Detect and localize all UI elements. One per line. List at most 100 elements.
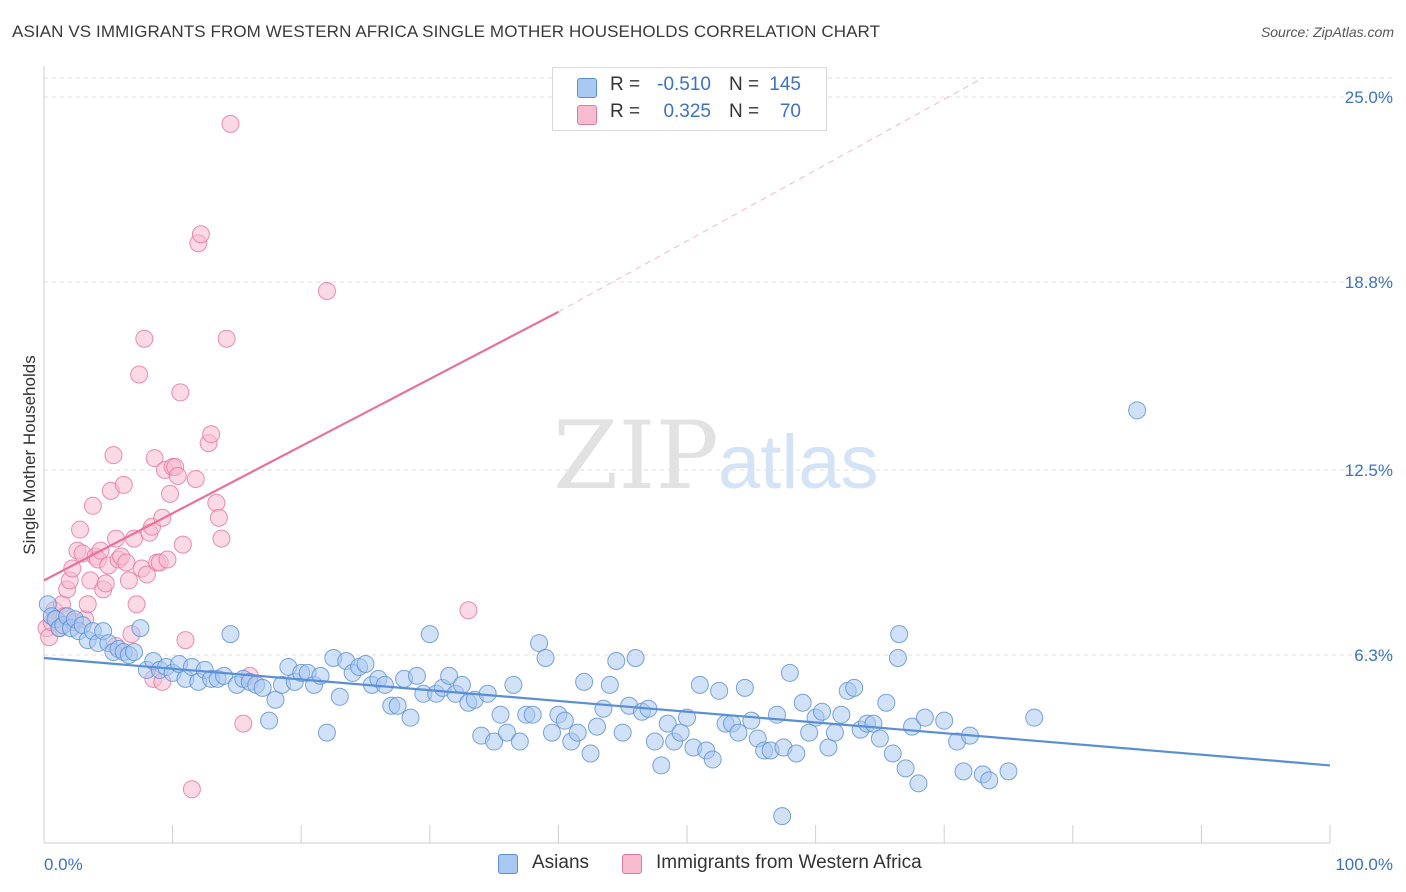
asians-point: [832, 705, 851, 724]
asians-point: [915, 708, 934, 727]
asians-point: [773, 807, 792, 826]
western-africa-point: [217, 329, 236, 348]
x-tick-label: 100.0%: [1335, 855, 1393, 874]
asians-point: [658, 714, 677, 733]
western-africa-point: [137, 565, 156, 584]
western-africa-point: [114, 475, 133, 494]
watermark-atlas: atlas: [718, 420, 879, 505]
western-africa-point: [221, 114, 240, 133]
asians-point: [690, 675, 709, 694]
western-africa-point: [207, 493, 226, 512]
asians-point: [877, 693, 896, 712]
y-tick-label: 25.0%: [1345, 88, 1393, 107]
asians-point: [888, 648, 907, 667]
legend-r-label: R =: [610, 74, 641, 95]
asians-point: [504, 675, 523, 694]
western-africa-point: [191, 225, 210, 244]
asians-point: [600, 675, 619, 694]
asians-point: [497, 723, 516, 742]
asians-point: [440, 666, 459, 685]
asians-point: [317, 723, 336, 742]
asians-point: [125, 643, 144, 662]
legend-r-value: 0.325: [663, 101, 711, 122]
asians-point: [954, 762, 973, 781]
asians-point: [568, 723, 587, 742]
asians-point: [131, 619, 150, 638]
western-africa-point: [202, 425, 221, 444]
asians-point: [999, 762, 1018, 781]
asians-point: [652, 756, 671, 775]
series-asians-points: [38, 401, 1147, 826]
western-africa-point: [83, 496, 102, 515]
asians-point: [555, 711, 574, 730]
western-africa-point: [145, 449, 164, 468]
asians-point: [800, 723, 819, 742]
asians-point: [819, 738, 838, 757]
asians-point: [581, 744, 600, 763]
western-africa-point: [168, 466, 187, 485]
asians-point: [420, 625, 439, 644]
western-africa-point: [209, 508, 228, 527]
western-africa-trend-line: [43, 310, 559, 582]
asians-point: [388, 696, 407, 715]
asians-point: [742, 711, 761, 730]
asians-point: [607, 651, 626, 670]
western-africa-point: [161, 484, 180, 503]
asians-trend-line: [43, 656, 1331, 767]
legend-label-western-africa: Immigrants from Western Africa: [656, 852, 922, 873]
asians-point: [266, 690, 285, 709]
asians-point: [845, 678, 864, 697]
y-tick-label: 6.3%: [1354, 646, 1393, 665]
asians-point: [401, 708, 420, 727]
asians-point: [729, 723, 748, 742]
asians-point: [260, 711, 279, 730]
legend-swatch-asians: [577, 78, 597, 98]
watermark-zip: ZIP: [553, 402, 719, 511]
asians-point: [536, 648, 555, 667]
asians-point: [703, 750, 722, 769]
asians-point: [896, 759, 915, 778]
legend-label-asians: Asians: [532, 852, 590, 873]
western-africa-point: [158, 550, 177, 569]
asians-point: [221, 625, 240, 644]
asians-point: [542, 723, 561, 742]
asians-point: [452, 675, 471, 694]
asians-point: [587, 717, 606, 736]
asians-point: [883, 744, 902, 763]
asians-point: [613, 723, 632, 742]
western-africa-point: [317, 281, 336, 300]
asians-point: [890, 625, 909, 644]
y-tick-label: 12.5%: [1345, 461, 1393, 480]
asians-point: [787, 744, 806, 763]
western-africa-point: [173, 535, 192, 554]
western-africa-trend-line-extension: [558, 77, 984, 313]
asians-point: [870, 729, 889, 748]
asians-point: [330, 687, 349, 706]
y-tick-label: 18.8%: [1345, 273, 1393, 292]
legend-swatch-western-africa: [622, 854, 642, 874]
asians-point: [671, 723, 690, 742]
western-africa-point: [117, 553, 136, 572]
western-africa-point: [459, 601, 478, 620]
western-africa-point: [186, 469, 205, 488]
x-tick-label: 0.0%: [44, 855, 83, 874]
correlation-legend: R = -0.510 N = 145 R = 0.325 N = 70: [552, 67, 827, 131]
western-africa-point: [130, 365, 149, 384]
legend-swatch-asians: [498, 854, 518, 874]
asians-point: [935, 711, 954, 730]
legend-n-label: N =: [729, 101, 760, 122]
asians-point: [485, 732, 504, 751]
asians-point: [645, 732, 664, 751]
source-label: Source: ZipAtlas.com: [1260, 24, 1394, 40]
western-africa-point: [182, 780, 201, 799]
asians-point: [594, 699, 613, 718]
asians-point: [793, 693, 812, 712]
legend-r-label: R =: [610, 101, 641, 122]
asians-point: [575, 672, 594, 691]
asians-point: [356, 654, 375, 673]
western-africa-point: [104, 446, 123, 465]
legend-n-value: 145: [769, 74, 801, 95]
legend-n-label: N =: [729, 74, 760, 95]
tick-labels: 6.3% 12.5% 18.8% 25.0% 0.0% 100.0%: [44, 88, 1393, 874]
asians-point: [678, 708, 696, 727]
